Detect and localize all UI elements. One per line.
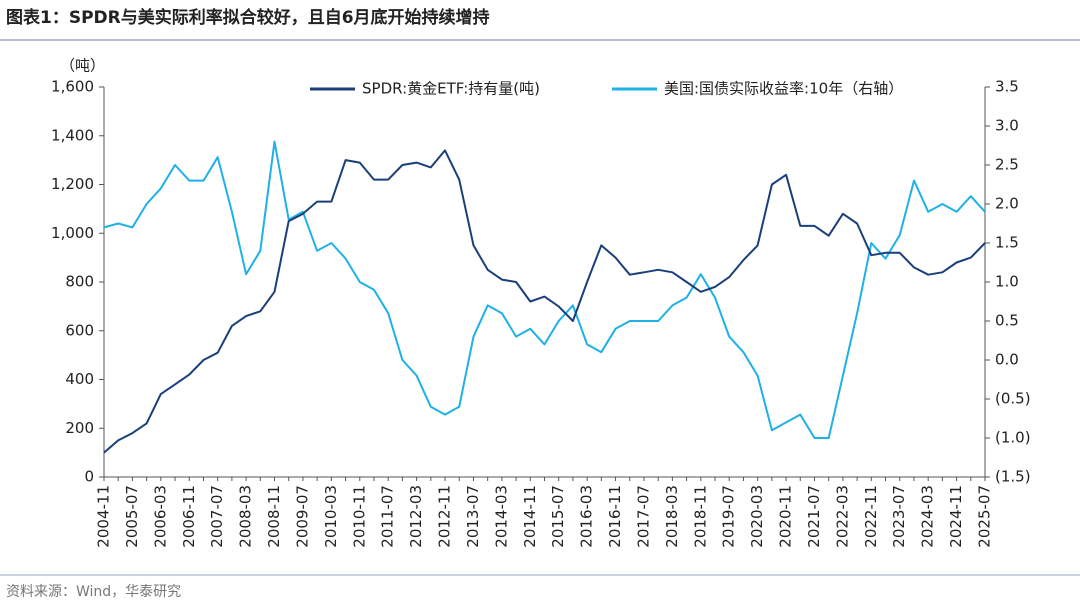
y2-tick-label: (1.0) [995, 429, 1031, 447]
chart-title: 图表1：SPDR与美实际利率拟合较好，且自6月底开始持续增持 [6, 7, 490, 28]
x-tick-label: 2024-03 [919, 485, 937, 548]
y-tick-label: 1,200 [51, 175, 94, 193]
x-tick-label: 2011-07 [379, 485, 397, 548]
x-tick-label: 2016-03 [578, 485, 596, 548]
x-tick-label: 2012-03 [407, 485, 425, 548]
x-tick-label: 2013-07 [464, 485, 482, 548]
x-tick-label: 2019-07 [720, 485, 738, 548]
x-tick-label: 2012-11 [436, 485, 454, 548]
x-tick-label: 2018-03 [663, 485, 681, 548]
y2-tick-label: 1.5 [995, 234, 1019, 252]
x-tick-label: 2010-11 [350, 485, 368, 548]
y2-tick-label: 1.0 [995, 273, 1019, 291]
y2-tick-label: (1.5) [995, 468, 1031, 486]
y2-tick-label: 0.5 [995, 312, 1019, 330]
x-tick-label: 2005-07 [123, 485, 141, 548]
x-tick-label: 2008-11 [265, 485, 283, 548]
x-tick-label: 2004-11 [95, 485, 113, 548]
y2-tick-label: 0.0 [995, 351, 1019, 369]
x-tick-label: 2017-07 [634, 485, 652, 548]
y-tick-label: 200 [65, 419, 94, 437]
x-tick-label: 2023-07 [890, 485, 908, 548]
series-line [103, 140, 986, 439]
x-tick-label: 2021-07 [805, 485, 823, 548]
y-tick-label: 800 [65, 273, 94, 291]
x-tick-label: 2020-11 [777, 485, 795, 548]
y-tick-label: 400 [65, 370, 94, 388]
y-tick-label: 600 [65, 321, 94, 339]
x-tick-label: 2007-07 [208, 485, 226, 548]
y-tick-label: 0 [84, 468, 94, 486]
x-tick-label: 2024-11 [947, 485, 965, 548]
y2-tick-label: 3.0 [995, 117, 1019, 135]
x-tick-label: 2015-07 [549, 485, 567, 548]
x-tick-label: 2008-03 [237, 485, 255, 548]
x-tick-label: 2014-03 [492, 485, 510, 548]
x-tick-label: 2018-11 [691, 485, 709, 548]
legend-label: 美国:国债实际收益率:10年（右轴） [664, 80, 903, 98]
x-tick-label: 2020-03 [748, 485, 766, 548]
y2-tick-label: 2.5 [995, 156, 1019, 174]
x-tick-label: 2022-03 [833, 485, 851, 548]
y-tick-label: 1,400 [51, 126, 94, 144]
y2-tick-label: (0.5) [995, 390, 1031, 408]
x-tick-label: 2025-07 [976, 485, 994, 548]
y2-tick-label: 2.0 [995, 195, 1019, 213]
x-tick-label: 2009-07 [293, 485, 311, 548]
x-tick-label: 2016-11 [606, 485, 624, 548]
series-line [103, 149, 986, 454]
y-axis-label: （吨） [60, 57, 105, 75]
x-tick-label: 2022-11 [862, 485, 880, 548]
x-tick-label: 2010-03 [322, 485, 340, 548]
y-tick-label: 1,600 [51, 78, 94, 96]
x-tick-label: 2014-11 [521, 485, 539, 548]
x-tick-label: 2006-03 [151, 485, 169, 548]
legend-label: SPDR:黄金ETF:持有量(吨) [362, 80, 540, 98]
y-tick-label: 1,000 [51, 224, 94, 242]
source: 资料来源：Wind，华泰研究 [6, 584, 181, 600]
x-tick-label: 2006-11 [180, 485, 198, 548]
y2-tick-label: 3.5 [995, 78, 1019, 96]
